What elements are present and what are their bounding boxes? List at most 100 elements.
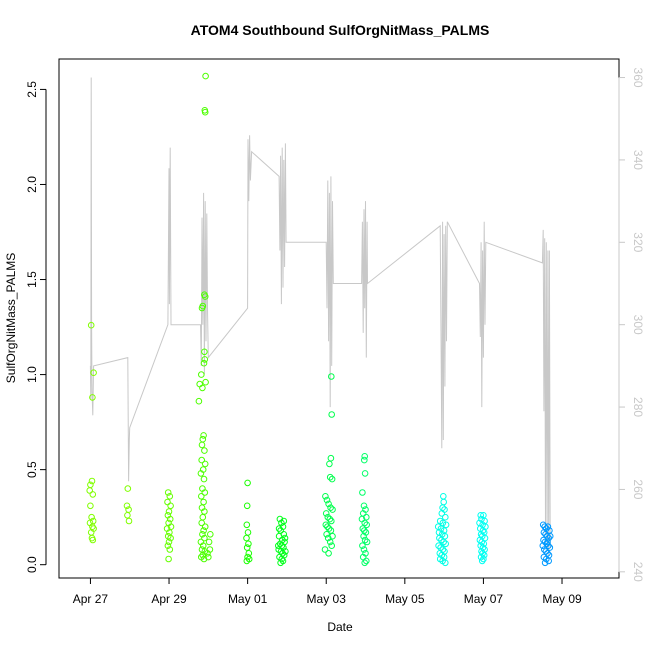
plot-frame — [58, 58, 620, 579]
data-point — [201, 348, 208, 356]
data-point — [125, 517, 133, 525]
data-point — [201, 523, 209, 531]
data-point — [245, 550, 253, 557]
data-point — [201, 534, 208, 542]
data-point — [202, 378, 209, 386]
data-point — [323, 496, 331, 504]
y2-tick-label: 300 — [631, 315, 645, 335]
data-point — [322, 521, 330, 529]
data-point — [198, 371, 205, 378]
data-point — [361, 536, 369, 544]
data-point — [165, 508, 173, 515]
data-point — [167, 534, 174, 542]
data-point — [199, 384, 206, 392]
data-point — [199, 435, 207, 443]
y2-tick-label: 340 — [631, 150, 645, 170]
data-point — [326, 515, 334, 523]
data-point — [327, 504, 334, 512]
data-point — [363, 557, 370, 565]
data-point — [200, 432, 207, 439]
x-tick-label: May 03 — [307, 592, 347, 606]
y-tick-label: 2.0 — [25, 176, 39, 193]
data-point — [545, 557, 553, 565]
data-point — [201, 356, 209, 363]
data-point — [329, 506, 336, 513]
data-point — [86, 487, 93, 494]
x-tick-label: May 07 — [464, 592, 504, 606]
y2-tick-label: 240 — [631, 562, 645, 582]
data-point — [243, 521, 251, 529]
data-point — [326, 473, 334, 481]
data-point — [200, 359, 208, 367]
y-axis-label: SulfOrgNitMass_PALMS — [4, 253, 18, 383]
y-tick-label: 1.5 — [25, 271, 39, 288]
data-point — [328, 542, 336, 550]
data-point — [322, 510, 330, 517]
data-point — [123, 502, 131, 510]
data-point — [325, 550, 332, 557]
data-point — [88, 513, 95, 521]
data-point — [361, 453, 369, 460]
data-point — [88, 477, 96, 485]
data-point — [245, 540, 252, 548]
data-point — [198, 441, 206, 449]
data-point — [361, 456, 368, 464]
data-point — [282, 548, 289, 555]
data-point — [244, 529, 252, 536]
data-point — [361, 519, 369, 527]
data-point — [166, 493, 174, 500]
chart-title: ATOM4 Southbound SulfOrgNitMass_PALMS — [191, 22, 490, 38]
data-point — [198, 519, 205, 527]
y-tick-label: 0.5 — [25, 461, 39, 478]
y-axis-right: 240 260 280 300 320 340 360 — [618, 68, 645, 582]
data-point — [167, 502, 174, 510]
data-point — [363, 538, 371, 546]
x-tick-label: May 09 — [542, 592, 582, 606]
data-point — [275, 525, 283, 532]
data-point — [199, 542, 207, 550]
data-point — [200, 475, 208, 483]
data-point — [167, 523, 175, 531]
y2-tick-label: 280 — [631, 397, 645, 417]
data-point — [89, 394, 96, 401]
data-point — [477, 512, 485, 519]
data-point — [326, 460, 333, 468]
data-point — [197, 470, 205, 477]
data-point — [539, 542, 547, 550]
data-point — [546, 544, 554, 551]
data-point — [328, 373, 335, 380]
trace-line — [89, 77, 551, 556]
data-point — [325, 525, 333, 532]
data-point — [360, 546, 368, 553]
data-point — [440, 538, 448, 546]
data-point — [195, 397, 203, 405]
data-point — [438, 510, 446, 517]
data-point — [324, 523, 331, 531]
x-axis: Apr 27 Apr 29 May 01 May 03 May 05 May 07 May … — [73, 577, 582, 606]
data-point — [202, 72, 209, 80]
data-point — [201, 293, 209, 300]
data-point — [200, 555, 208, 563]
data-point — [198, 493, 205, 500]
data-point — [360, 532, 367, 540]
data-point — [198, 456, 205, 464]
data-point — [359, 489, 366, 496]
data-point — [544, 523, 552, 531]
data-point — [199, 302, 207, 310]
data-point — [243, 534, 250, 542]
y2-tick-label: 260 — [631, 479, 645, 499]
data-point — [360, 502, 368, 510]
data-point — [204, 550, 211, 557]
data-point — [200, 498, 207, 506]
x-axis-label: Date — [327, 620, 353, 634]
data-point — [440, 498, 448, 506]
data-point — [541, 546, 548, 553]
data-point — [87, 321, 95, 329]
data-point — [440, 493, 447, 500]
data-point — [275, 542, 282, 550]
x-tick-label: Apr 29 — [151, 592, 187, 606]
data-point — [201, 460, 209, 468]
data-point — [243, 557, 251, 565]
data-point — [277, 559, 284, 567]
